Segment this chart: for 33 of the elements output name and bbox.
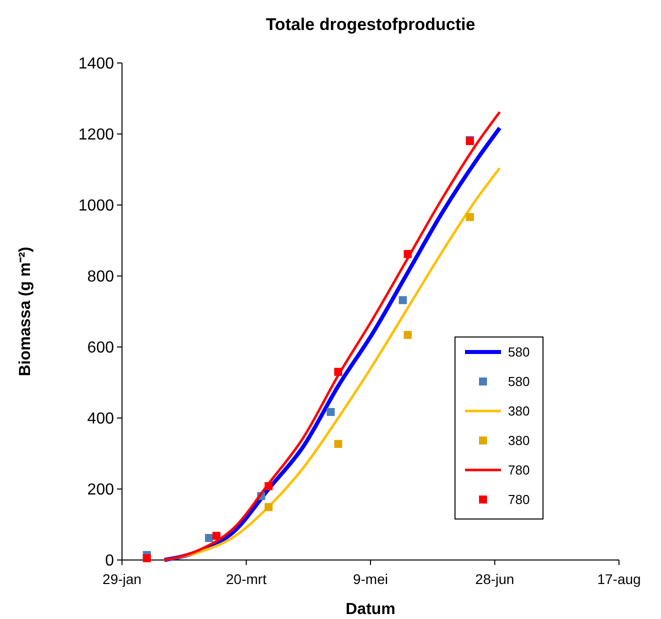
x-tick-label: 9-mei xyxy=(352,571,388,587)
point xyxy=(404,250,412,258)
point xyxy=(404,330,412,339)
y-tick-label: 400 xyxy=(87,410,114,428)
legend-label: 580 xyxy=(508,344,530,360)
x-tick-label: 20-mrt xyxy=(226,571,267,587)
x-tick-label: 28-jun xyxy=(475,571,514,587)
chart-title: Totale drogestofproductie xyxy=(266,15,476,34)
legend-label: 780 xyxy=(508,462,530,478)
y-tick-label: 200 xyxy=(87,482,114,499)
point xyxy=(334,368,342,376)
y-axis-title: Biomassa (g m⁻²) xyxy=(17,246,34,376)
point xyxy=(204,534,213,542)
point xyxy=(264,482,273,490)
point xyxy=(334,440,342,448)
legend-label: 780 xyxy=(508,492,530,508)
x-tick-label: 29-jan xyxy=(102,571,142,587)
x-tick-label: 17-aug xyxy=(597,571,641,587)
point xyxy=(212,532,220,540)
legend-label: 580 xyxy=(508,374,530,390)
legend-label: 380 xyxy=(508,404,530,419)
point xyxy=(326,408,335,416)
y-tick-label: 600 xyxy=(87,340,114,357)
y-tick-label: 1400 xyxy=(78,56,114,73)
y-tick-label: 1000 xyxy=(78,198,114,215)
y-tick-label: 0 xyxy=(105,552,114,570)
y-tick-label: 800 xyxy=(87,268,114,286)
x-axis-title: Datum xyxy=(346,601,396,618)
legend-label: 380 xyxy=(508,433,530,448)
point xyxy=(466,213,474,222)
y-tick-label: 1200 xyxy=(78,126,114,144)
point xyxy=(398,296,407,304)
point xyxy=(264,503,273,512)
